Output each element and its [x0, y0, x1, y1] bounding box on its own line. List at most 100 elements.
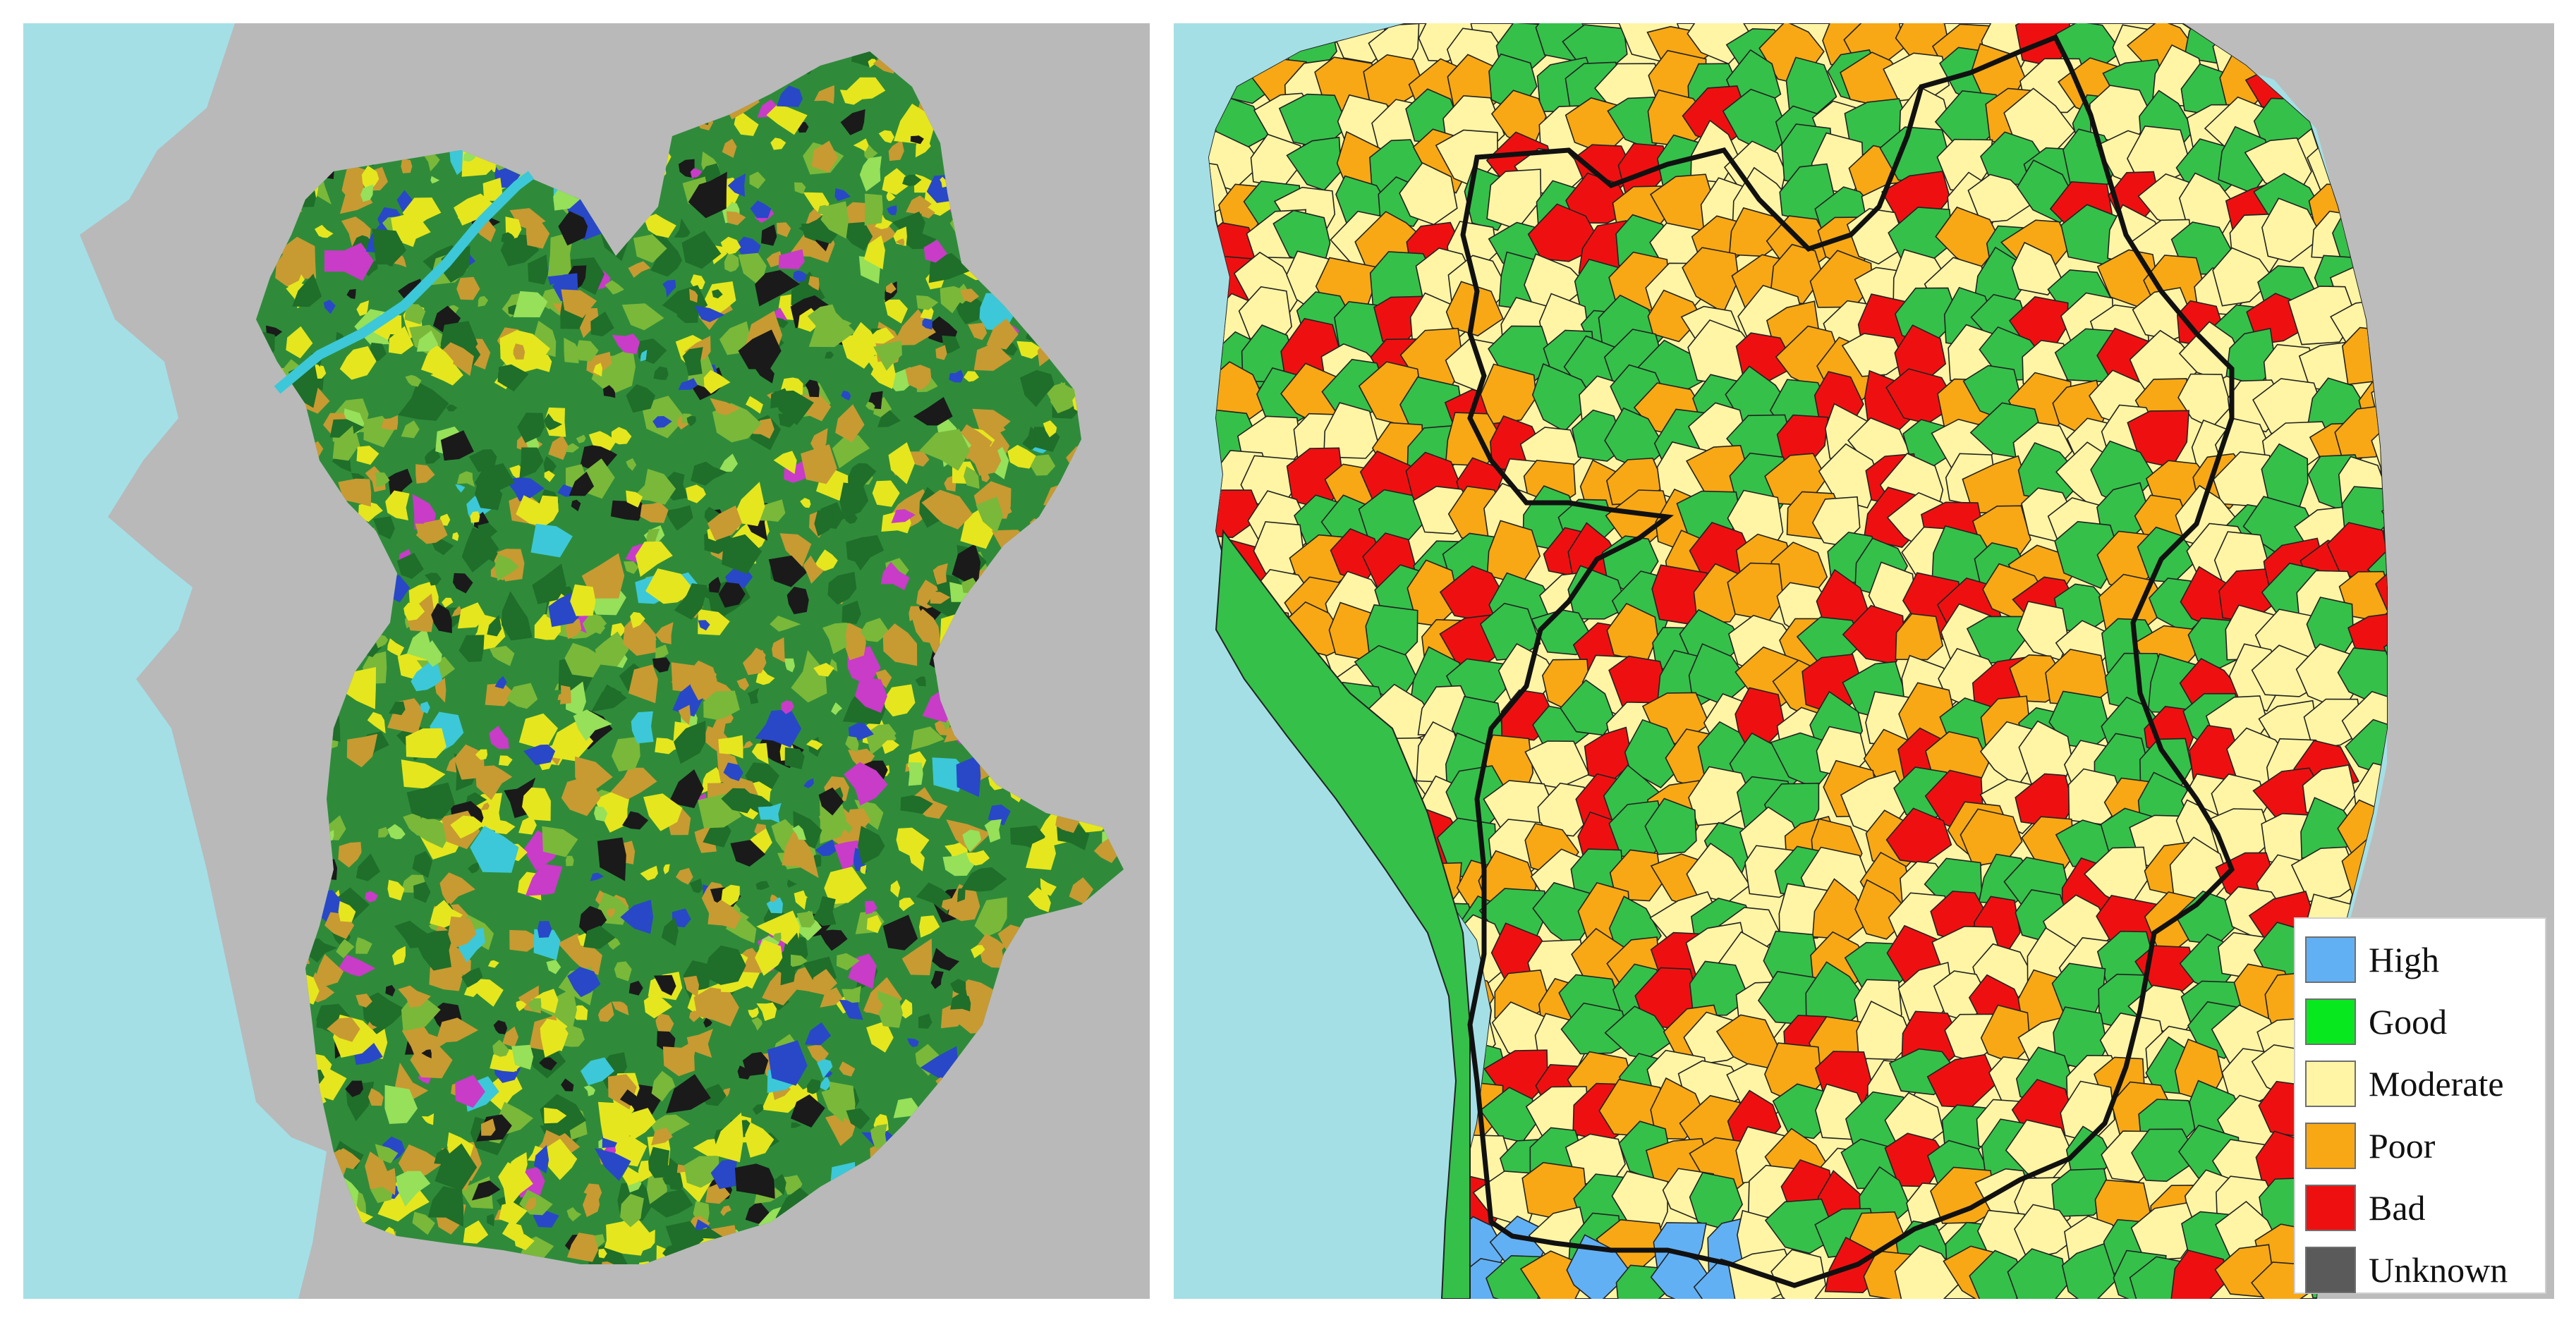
land-cover-patch [595, 1148, 631, 1181]
land-cover-patch [694, 305, 725, 322]
land-cover-patch [940, 176, 948, 188]
land-cover-patch [669, 769, 704, 809]
land-cover-patch [691, 461, 728, 486]
land-cover-patch [640, 865, 658, 881]
land-cover-patch [839, 90, 864, 105]
land-cover-patch [871, 327, 895, 344]
land-cover-patch [361, 165, 379, 193]
land-cover-patch [1007, 444, 1039, 469]
land-cover-patch [406, 782, 455, 819]
land-cover-patch [506, 683, 538, 709]
land-cover-patch [473, 979, 504, 1007]
land-cover-patch [640, 350, 648, 362]
land-cover-patch [786, 932, 801, 955]
land-cover-patch [487, 1214, 494, 1227]
land-cover-patch [480, 802, 490, 811]
land-cover-patch [907, 1038, 919, 1047]
land-cover-patch [557, 933, 602, 975]
water-status-map-panel [1174, 23, 2554, 1299]
land-cover-patch [935, 345, 947, 360]
land-cover-patch [918, 429, 971, 471]
land-cover-patch [339, 346, 377, 380]
land-cover-patch [401, 759, 446, 789]
land-cover-patch [961, 867, 1007, 892]
land-cover-patch [537, 495, 559, 528]
land-cover-patch [834, 840, 862, 873]
land-cover-patch [942, 335, 961, 355]
land-cover-patch [365, 1151, 387, 1190]
land-cover-patch [737, 1065, 753, 1080]
land-cover-patch [684, 1156, 719, 1188]
legend-swatch-good [2305, 998, 2356, 1045]
land-cover-patch [968, 322, 988, 341]
land-cover-patch [643, 793, 683, 831]
catchment-cell [1895, 613, 1944, 661]
land-cover-patch [806, 1079, 820, 1094]
land-cover-patch [458, 635, 485, 662]
land-cover-patch [840, 109, 865, 135]
land-cover-patch [564, 642, 604, 678]
land-cover-patch [519, 447, 544, 479]
legend-label-bad: Bad [2369, 1188, 2426, 1228]
land-cover-patch [918, 1013, 932, 1029]
land-cover-patch [628, 261, 651, 278]
land-cover-patch [779, 533, 812, 568]
land-cover-patch [1026, 834, 1056, 870]
land-cover-patch [510, 1152, 528, 1178]
catchment-cell [1609, 849, 1663, 902]
land-cover-patch [597, 837, 626, 881]
land-cover-patch [494, 554, 519, 581]
land-cover-patch [502, 1026, 519, 1048]
land-cover-patch [576, 434, 586, 444]
land-cover-patch [626, 490, 643, 508]
land-cover-patch [628, 664, 658, 704]
land-cover-patch [792, 825, 806, 841]
land-cover-patch [710, 398, 741, 415]
land-cover-patch [557, 691, 570, 704]
land-cover-patch [724, 252, 739, 272]
land-cover-patch [561, 1078, 574, 1092]
land-cover-patch [784, 658, 795, 673]
land-cover-patch [611, 427, 632, 445]
land-cover-patch [420, 343, 454, 377]
land-cover-patch [880, 561, 910, 590]
land-cover-patch [674, 218, 691, 238]
land-cover-patch [619, 1089, 639, 1107]
legend-item-good: Good [2305, 991, 2545, 1053]
land-cover-patch [588, 431, 617, 451]
land-cover-patch [865, 900, 877, 915]
land-cover-patch [492, 1039, 509, 1057]
land-cover-patch [755, 270, 801, 307]
land-cover-patch [664, 505, 693, 531]
land-cover-patch [398, 985, 431, 1008]
land-cover-patch [332, 1148, 361, 1170]
land-cover-patch [665, 1221, 704, 1252]
land-cover-patch [832, 435, 870, 469]
land-cover-patch [738, 329, 782, 369]
land-cover-patch [448, 916, 477, 949]
land-cover-patch [886, 191, 896, 202]
land-cover-patch [745, 1122, 774, 1158]
land-cover-patch [858, 826, 885, 864]
land-cover-patch [689, 288, 698, 303]
land-cover-patch [566, 681, 586, 716]
land-cover-patch [750, 200, 772, 219]
land-cover-patch [494, 676, 507, 689]
land-cover-patch [825, 351, 834, 359]
land-cover-patch [942, 851, 976, 876]
land-cover-patch [815, 839, 838, 857]
catchment-cell [2345, 719, 2387, 777]
land-cover-patch [745, 1200, 770, 1224]
land-cover-patch [846, 1108, 870, 1130]
catchment-cell [2013, 1204, 2079, 1260]
land-cover-patch [814, 85, 834, 104]
land-cover-patch [581, 1057, 615, 1086]
land-cover-patch [718, 735, 743, 759]
land-cover-patch [703, 369, 731, 394]
land-cover-patch [610, 623, 626, 637]
land-cover-patch [648, 1147, 670, 1178]
land-cover-patch [655, 622, 674, 644]
land-cover-patch [778, 249, 805, 269]
land-cover-patch [573, 709, 612, 742]
land-cover-patch [391, 946, 406, 965]
